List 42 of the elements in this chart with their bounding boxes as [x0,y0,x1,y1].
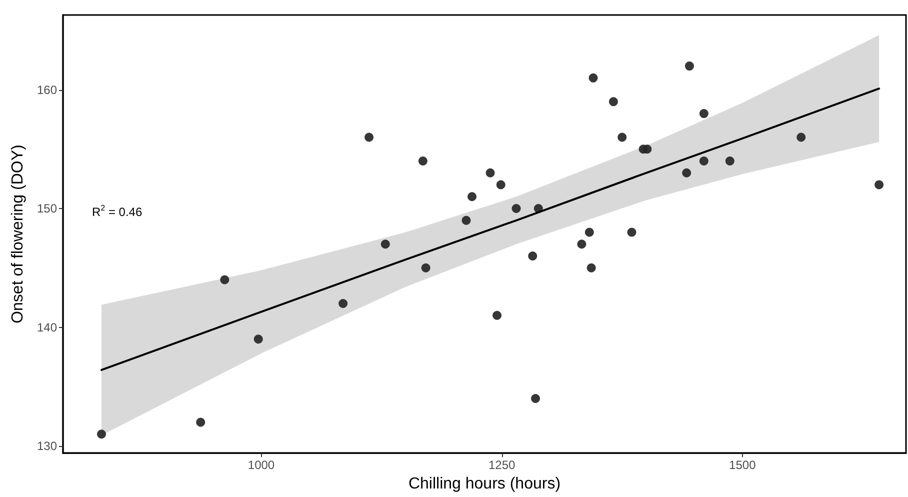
point [97,430,106,439]
y-tick-label: 140 [36,320,58,334]
y-axis-title: Onset of flowering (DOY) [10,144,27,324]
y-tick-label: 130 [36,438,58,453]
point [584,228,594,237]
point [874,180,884,190]
point [486,168,495,178]
line-series [100,88,880,371]
point [364,132,374,142]
point [421,263,430,272]
point [699,109,708,118]
point [725,156,734,166]
point [380,240,390,249]
point [682,168,692,178]
point [586,263,596,272]
x-tick-label: 1000 [248,458,275,472]
point [418,156,428,166]
point [684,62,694,71]
point [531,394,540,403]
x-tick-label: 1500 [729,458,756,472]
point [196,418,206,427]
point [796,132,806,142]
point [577,240,586,249]
point [627,228,636,237]
point [608,97,618,106]
point [220,275,230,284]
point [492,310,502,320]
point [588,73,598,82]
x-axis-title: Chilling hours (hours) [408,476,561,492]
y-tick-label: 160 [36,82,58,97]
y-tick-label: 150 [36,202,58,216]
point [528,252,538,261]
point [642,144,652,154]
x-tick-label: 1250 [488,458,516,472]
point [618,132,627,142]
point [699,156,708,166]
point [338,299,348,308]
point [468,192,476,202]
point [496,180,506,190]
point [512,204,521,214]
point [254,334,263,344]
point [462,216,471,225]
